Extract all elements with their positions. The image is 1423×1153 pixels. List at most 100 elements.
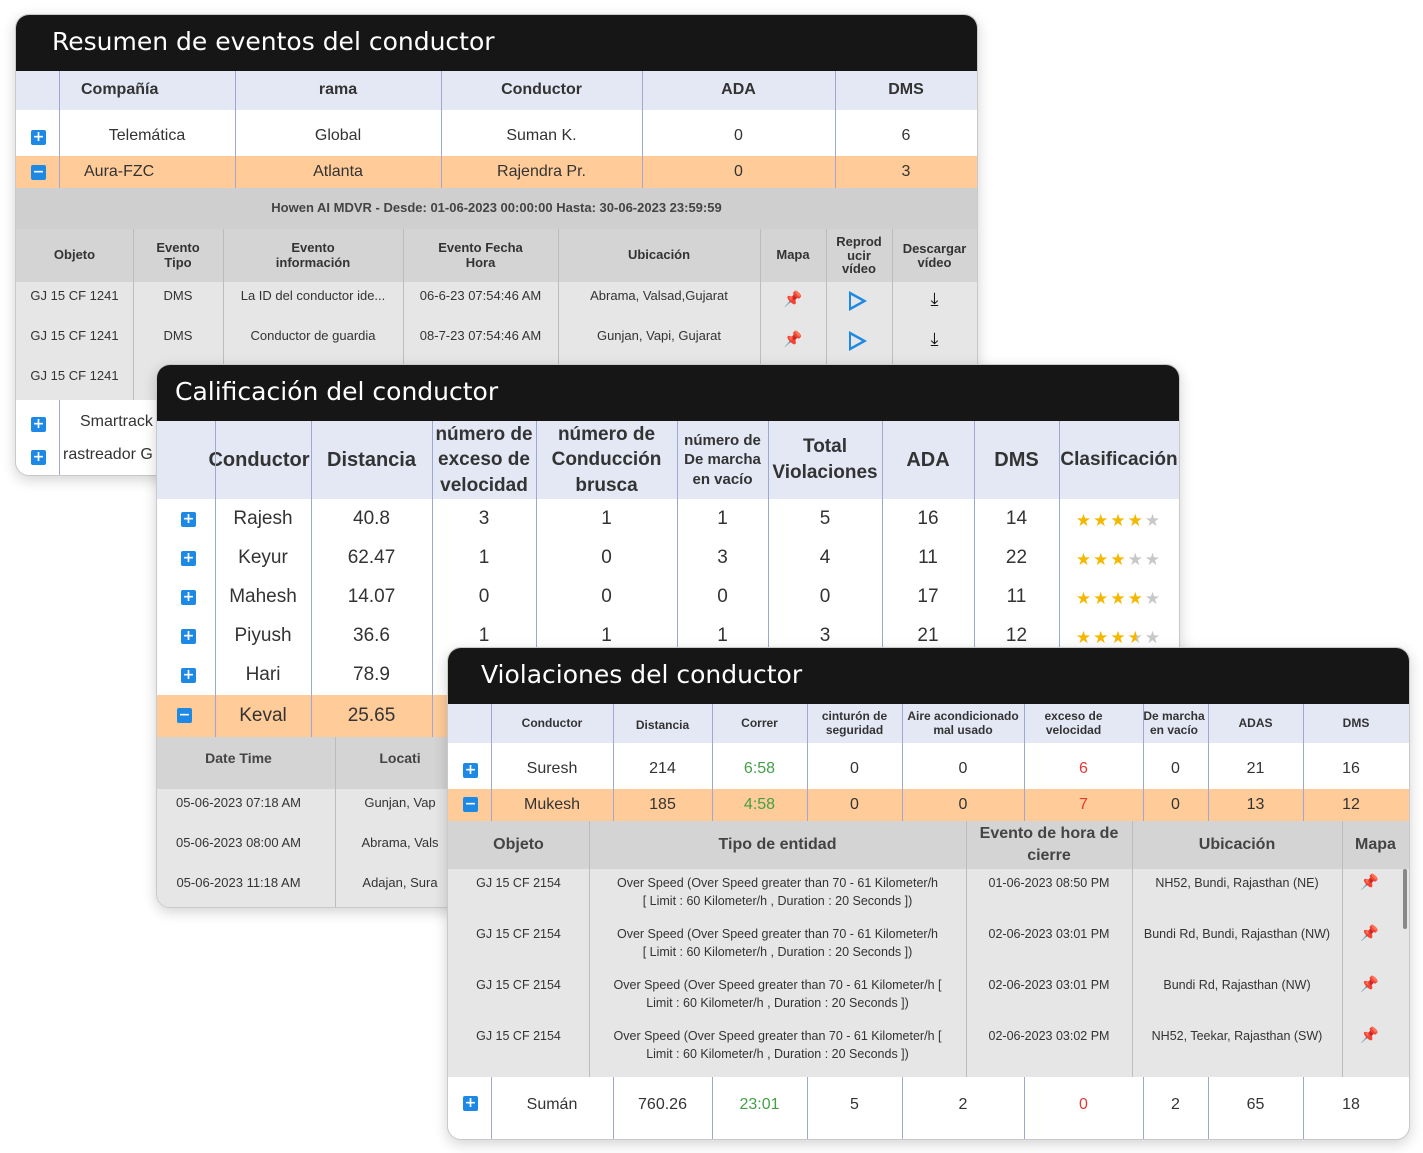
column-header[interactable]: DMS: [888, 81, 924, 99]
table-cell: 5: [819, 507, 831, 529]
expand-plus-icon[interactable]: +: [181, 667, 196, 683]
column-header[interactable]: Aire acondicionado mal usado: [907, 708, 1019, 737]
collapse-minus-icon[interactable]: −: [31, 164, 46, 180]
expand-plus-icon[interactable]: +: [463, 1095, 478, 1111]
panel-title: Resumen de eventos del conductor: [52, 27, 495, 56]
table-cell: 25.65: [347, 705, 396, 727]
column-header[interactable]: Conductor: [501, 81, 582, 99]
expand-plus-icon[interactable]: +: [181, 589, 196, 605]
column-header[interactable]: rama: [318, 81, 358, 99]
table-cell: 4:58: [743, 795, 776, 813]
star-icon: ★: [1093, 510, 1111, 530]
column-header[interactable]: ADA: [721, 81, 756, 99]
table-cell: 16: [1342, 759, 1360, 777]
sub-column-header: Evento información: [275, 239, 351, 270]
column-header[interactable]: Compañía: [81, 81, 159, 99]
expand-plus-icon[interactable]: +: [181, 628, 196, 644]
scrollbar[interactable]: [1403, 869, 1407, 929]
sub-cell: Gunjan, Vap: [364, 794, 436, 810]
column-header[interactable]: Distancia: [635, 717, 690, 732]
expand-plus-icon[interactable]: +: [181, 550, 196, 566]
table-row-selected[interactable]: [16, 156, 977, 188]
table-cell: 1: [478, 624, 490, 646]
star-icon: ★: [1127, 627, 1145, 647]
sub-cell: Bundi Rd, Rajasthan (NW): [1163, 978, 1311, 992]
sub-column-header: Ubicación: [627, 247, 691, 263]
table-cell: 1: [478, 546, 490, 568]
table-cell: 13: [1246, 795, 1265, 813]
table-cell: 6: [1079, 759, 1088, 777]
star-icon: ★: [1075, 627, 1094, 647]
star-icon: ★: [1093, 588, 1111, 608]
collapse-minus-icon[interactable]: −: [177, 707, 192, 723]
column-header[interactable]: número de Conducción brusca: [551, 423, 662, 496]
table-cell: 760.26: [638, 1095, 687, 1113]
sub-cell: Gunjan, Vapi, Gujarat: [596, 327, 722, 343]
download-video-icon[interactable]: ⤓: [930, 288, 939, 309]
download-video-icon[interactable]: ⤓: [930, 328, 939, 349]
table-cell: Aura-FZC: [84, 162, 155, 180]
table-cell: 214: [649, 759, 676, 777]
map-pin-icon[interactable]: 📌: [783, 291, 803, 309]
column-header[interactable]: número de exceso de velocidad: [435, 423, 533, 496]
table-cell: 0: [1079, 1095, 1088, 1113]
column-header[interactable]: Total Violaciones: [772, 436, 878, 483]
expand-plus-icon[interactable]: +: [181, 511, 196, 527]
expand-plus-icon[interactable]: +: [31, 416, 46, 432]
table-cell: 3: [819, 624, 831, 646]
map-pin-icon[interactable]: 📌: [783, 331, 803, 349]
table-cell: Suresh: [526, 759, 578, 777]
star-rating: ★ ★ ★ ★ ★: [1059, 540, 1179, 579]
column-header[interactable]: ADAS: [1238, 715, 1273, 730]
sub-column-header: Reprod ucir vídeo: [836, 234, 882, 277]
column-header[interactable]: ADA: [906, 448, 950, 471]
table-cell: 21: [1246, 759, 1265, 777]
column-header[interactable]: Conductor: [521, 715, 583, 730]
column-header[interactable]: Correr: [741, 715, 778, 730]
column-header[interactable]: número de De marcha en vacío: [684, 431, 761, 488]
sub-column-header: Tipo de entidad: [718, 835, 837, 853]
column-header[interactable]: De marcha en vacío: [1143, 708, 1205, 737]
collapse-minus-icon[interactable]: −: [463, 796, 478, 812]
column-header[interactable]: cinturón de seguridad: [821, 708, 888, 737]
sub-cell: GJ 15 CF 1241: [30, 287, 119, 303]
map-pin-icon[interactable]: 📌: [1360, 976, 1379, 994]
sub-column-header: Mapa: [1355, 835, 1396, 853]
table-cell: 18: [1342, 1095, 1360, 1113]
sub-cell: Bundi Rd, Bundi, Rajasthan (NW): [1143, 927, 1331, 941]
map-pin-icon[interactable]: 📌: [1360, 1027, 1379, 1045]
sub-column-header: Objeto: [53, 247, 96, 263]
sub-cell: Over Speed (Over Speed greater than 70 -…: [616, 927, 938, 960]
column-header[interactable]: Distancia: [327, 448, 416, 471]
driver-rating-panel: Calificación del conductor Conductor Dis…: [156, 364, 1180, 908]
table-cell: 1: [601, 507, 612, 529]
table-cell: 21: [917, 624, 939, 646]
map-pin-icon[interactable]: 📌: [1360, 925, 1379, 943]
expand-plus-icon[interactable]: +: [31, 449, 46, 465]
sub-column-header: Locati: [379, 749, 421, 766]
sub-column-header: Evento Fecha Hora: [438, 239, 523, 270]
sub-column-header: Mapa: [776, 247, 810, 263]
table-row-selected[interactable]: [448, 789, 1409, 821]
column-header[interactable]: Conductor: [208, 448, 310, 471]
sub-cell: 02-06-2023 03:01 PM: [988, 927, 1110, 941]
subtable-title: Howen AI MDVR - Desde: 01-06-2023 00:00:…: [271, 200, 722, 216]
table-cell: 0: [717, 585, 728, 607]
expand-plus-icon[interactable]: +: [463, 762, 478, 778]
panel-title: Violaciones del conductor: [481, 660, 803, 689]
table-cell: Rajesh: [233, 507, 293, 529]
sub-cell: 01-06-2023 08:50 PM: [988, 876, 1110, 890]
column-header[interactable]: Clasificación: [1060, 449, 1178, 471]
table-cell: 0: [850, 759, 859, 777]
expand-plus-icon[interactable]: +: [31, 129, 46, 145]
star-icon: ★: [1110, 510, 1128, 530]
sub-cell: Over Speed (Over Speed greater than 70 -…: [613, 978, 942, 1011]
sub-cell: Over Speed (Over Speed greater than 70 -…: [616, 876, 938, 909]
sub-cell: 02-06-2023 03:01 PM: [988, 978, 1110, 992]
table-cell: 2: [1171, 1095, 1180, 1113]
table-cell: 0: [601, 585, 612, 607]
column-header[interactable]: exceso de velocidad: [1044, 708, 1103, 737]
map-pin-icon[interactable]: 📌: [1360, 874, 1379, 892]
column-header[interactable]: DMS: [994, 448, 1039, 471]
column-header[interactable]: DMS: [1342, 715, 1370, 730]
